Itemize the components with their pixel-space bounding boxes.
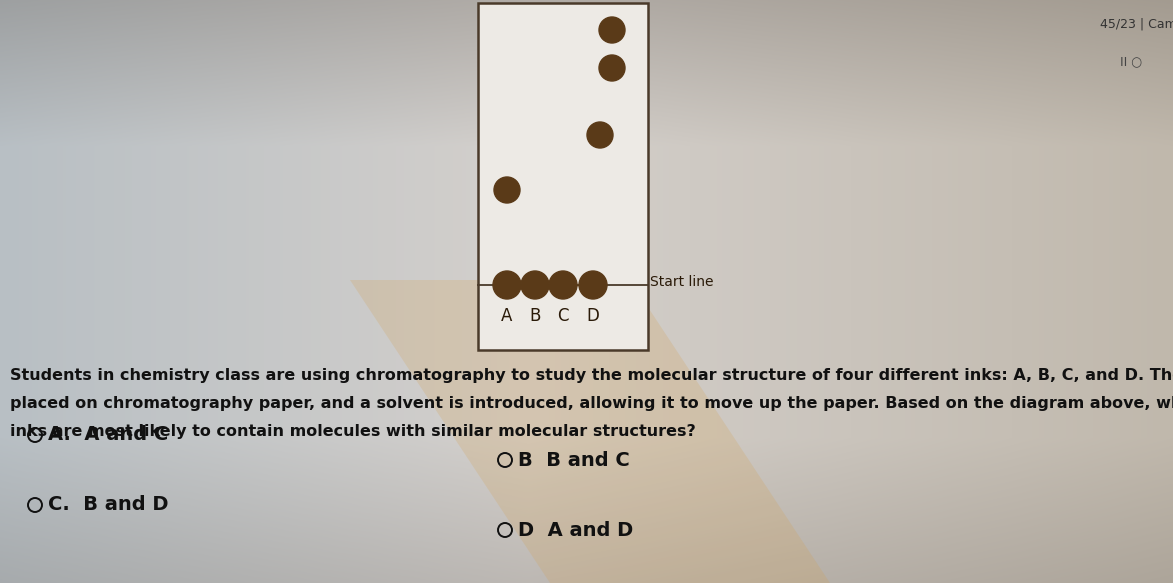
Circle shape: [599, 55, 625, 81]
Circle shape: [579, 271, 606, 299]
Circle shape: [599, 17, 625, 43]
Text: placed on chromatography paper, and a solvent is introduced, allowing it to move: placed on chromatography paper, and a so…: [11, 396, 1173, 411]
Circle shape: [549, 271, 577, 299]
Text: D: D: [586, 307, 599, 325]
Circle shape: [494, 177, 520, 203]
Text: inks are most likely to contain molecules with similar molecular structures?: inks are most likely to contain molecule…: [11, 424, 696, 439]
Bar: [479, 3, 647, 350]
Text: A: A: [501, 307, 513, 325]
Polygon shape: [350, 280, 830, 583]
Text: II ○: II ○: [1120, 55, 1143, 68]
Text: Start line: Start line: [650, 275, 713, 289]
Text: A.  A and C: A. A and C: [48, 426, 168, 444]
Text: Students in chemistry class are using chromatography to study the molecular stru: Students in chemistry class are using ch…: [11, 368, 1173, 383]
Text: 45/23 | Camargo, Al: 45/23 | Camargo, Al: [1100, 18, 1173, 31]
Text: B  B and C: B B and C: [518, 451, 630, 469]
Text: D  A and D: D A and D: [518, 521, 633, 539]
Circle shape: [586, 122, 613, 148]
Text: C: C: [557, 307, 569, 325]
Text: B: B: [529, 307, 541, 325]
Text: C.  B and D: C. B and D: [48, 496, 169, 515]
Circle shape: [493, 271, 521, 299]
Circle shape: [521, 271, 549, 299]
